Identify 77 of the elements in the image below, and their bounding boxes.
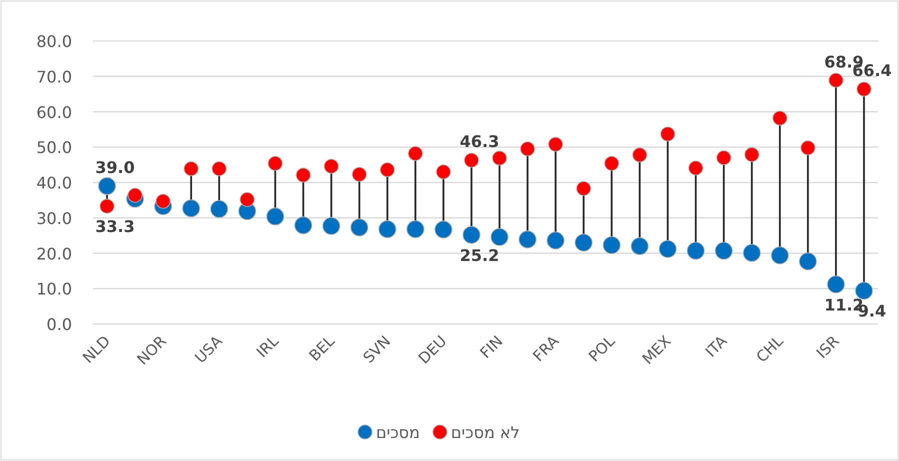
point bbox=[548, 136, 563, 152]
point bbox=[210, 200, 228, 218]
point bbox=[686, 242, 705, 260]
point bbox=[828, 72, 844, 88]
y-tick-label: 10.0 bbox=[36, 280, 72, 299]
point bbox=[240, 192, 255, 207]
point bbox=[800, 140, 816, 156]
x-tick-label: FIN bbox=[476, 332, 506, 362]
point bbox=[716, 150, 732, 166]
point bbox=[350, 218, 368, 236]
point bbox=[212, 161, 227, 176]
data-label: 25.2 bbox=[460, 246, 500, 265]
x-tick-label: USA bbox=[191, 332, 227, 367]
point bbox=[184, 161, 199, 176]
y-tick-label: 20.0 bbox=[36, 244, 72, 264]
point bbox=[520, 141, 535, 156]
point bbox=[352, 166, 367, 182]
point bbox=[492, 150, 507, 166]
point bbox=[632, 148, 648, 162]
y-tick-label: 30.0 bbox=[36, 208, 72, 228]
x-tick-label: FRA bbox=[529, 332, 563, 366]
point bbox=[772, 110, 788, 126]
point bbox=[658, 240, 677, 258]
point bbox=[602, 236, 621, 254]
point bbox=[714, 242, 733, 260]
point bbox=[266, 208, 284, 226]
point bbox=[378, 220, 396, 238]
point bbox=[380, 162, 395, 178]
point bbox=[408, 146, 423, 161]
point bbox=[630, 237, 649, 256]
point bbox=[546, 232, 564, 250]
point bbox=[660, 126, 676, 142]
point bbox=[436, 164, 451, 180]
x-tick-label: ITA bbox=[702, 332, 732, 361]
y-tick-label: 40.0 bbox=[36, 174, 72, 192]
legend-label: מסכים bbox=[376, 423, 420, 442]
data-label: 33.3 bbox=[95, 217, 135, 236]
point bbox=[156, 194, 170, 209]
point bbox=[855, 282, 873, 300]
x-tick-label: ISR bbox=[812, 332, 843, 362]
point bbox=[688, 160, 704, 176]
y-tick-label: 70.0 bbox=[36, 67, 72, 86]
point bbox=[100, 198, 114, 214]
point bbox=[742, 244, 761, 262]
point bbox=[182, 199, 200, 218]
point bbox=[296, 168, 311, 182]
point bbox=[770, 246, 789, 264]
point bbox=[856, 82, 872, 97]
x-tick-label: BEL bbox=[306, 332, 339, 365]
x-tick-label: POL bbox=[585, 332, 619, 366]
legend-label: לא מסכים bbox=[450, 423, 520, 442]
point bbox=[604, 156, 620, 171]
point bbox=[98, 177, 116, 195]
point bbox=[518, 230, 536, 248]
point bbox=[434, 220, 452, 238]
y-tick-label: 0.0 bbox=[46, 315, 72, 334]
point bbox=[324, 158, 339, 174]
data-label: 46.3 bbox=[460, 132, 500, 152]
point bbox=[128, 188, 142, 203]
y-tick-label: 50.0 bbox=[36, 138, 72, 158]
point bbox=[576, 181, 592, 196]
y-tick-label: 80.0 bbox=[36, 32, 72, 51]
point bbox=[744, 147, 760, 162]
point bbox=[406, 220, 424, 238]
point bbox=[294, 216, 312, 234]
y-tick-label: 60.0 bbox=[36, 102, 72, 122]
x-tick-label: CHL bbox=[752, 332, 788, 366]
point bbox=[799, 252, 817, 270]
point bbox=[462, 226, 480, 244]
data-label: 39.0 bbox=[95, 158, 135, 178]
point bbox=[322, 217, 340, 235]
point bbox=[268, 156, 283, 171]
point bbox=[574, 234, 593, 252]
point bbox=[464, 152, 479, 168]
x-tick-label: IRL bbox=[252, 332, 283, 362]
point bbox=[490, 228, 508, 246]
point bbox=[827, 275, 845, 294]
